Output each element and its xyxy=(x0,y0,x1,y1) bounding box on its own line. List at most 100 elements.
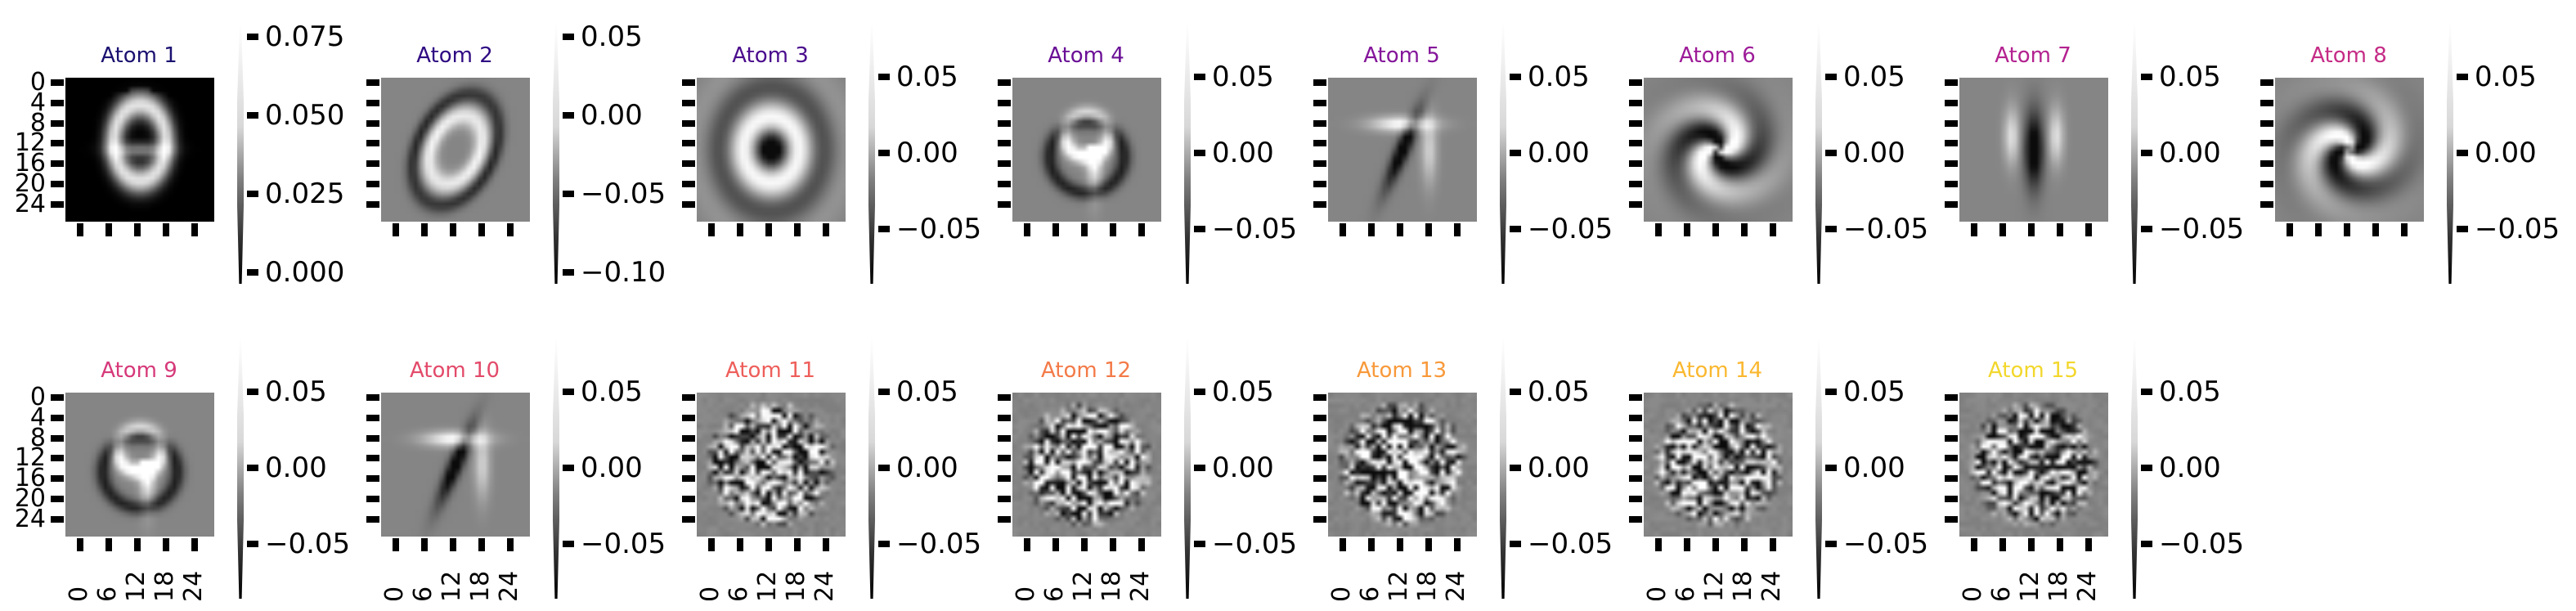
colorbar-tick-label: 0.00 xyxy=(1843,452,1905,484)
colorbar-tick-label: 0.05 xyxy=(581,20,643,53)
y-tick-label: 8 xyxy=(29,108,46,137)
x-tick xyxy=(1081,538,1088,551)
y-tick xyxy=(1945,79,1958,86)
x-tick xyxy=(2057,538,2063,551)
x-tick xyxy=(1024,223,1030,236)
y-tick xyxy=(998,394,1011,401)
x-tick-label: 24 xyxy=(810,570,839,602)
colorbar-tick xyxy=(1194,74,1205,81)
y-tick xyxy=(1313,495,1326,502)
y-tick xyxy=(2260,119,2273,127)
y-tick xyxy=(682,434,695,442)
y-tick xyxy=(1945,140,1958,147)
x-tick xyxy=(1397,223,1403,236)
x-tick xyxy=(2401,223,2408,236)
x-tick xyxy=(708,223,715,236)
colorbar-tick xyxy=(1825,465,1837,471)
y-tick xyxy=(2260,99,2273,106)
y-tick xyxy=(1945,200,1958,208)
x-tick xyxy=(77,538,83,551)
x-tick-label: 0 xyxy=(1643,586,1672,602)
x-tick-label: 12 xyxy=(1384,570,1413,602)
y-tick xyxy=(1313,455,1326,462)
colorbar xyxy=(237,337,244,599)
colorbar-tick-label: 0.05 xyxy=(1528,61,1590,94)
y-tick xyxy=(1313,394,1326,401)
y-tick xyxy=(1313,200,1326,208)
colorbar-tick xyxy=(563,268,574,276)
x-tick xyxy=(1741,538,1748,551)
y-tick xyxy=(682,119,695,127)
y-tick xyxy=(998,414,1011,421)
colorbar-tick xyxy=(563,33,574,40)
colorbar-tick-label: 0.05 xyxy=(2159,61,2221,94)
x-tick-label: 18 xyxy=(1729,570,1757,602)
x-tick xyxy=(191,223,198,236)
x-tick-label: 18 xyxy=(466,570,495,602)
y-tick xyxy=(1313,180,1326,187)
x-tick xyxy=(134,538,141,551)
colorbar-tick xyxy=(563,465,574,471)
y-tick xyxy=(998,79,1011,86)
colorbar-tick xyxy=(2141,74,2152,81)
y-tick xyxy=(51,160,64,168)
colorbar xyxy=(2131,22,2138,284)
y-tick xyxy=(2260,79,2273,86)
x-tick xyxy=(2287,223,2293,236)
colorbar-tick xyxy=(878,540,890,547)
x-tick xyxy=(823,223,829,236)
y-tick xyxy=(366,79,379,86)
x-tick-label: 18 xyxy=(150,570,179,602)
atom-image xyxy=(1012,78,1161,222)
y-tick xyxy=(1945,434,1958,442)
y-tick xyxy=(366,140,379,147)
colorbar xyxy=(553,337,559,599)
y-tick-label: 16 xyxy=(14,149,46,178)
colorbar-tick xyxy=(2457,74,2468,81)
y-tick xyxy=(682,495,695,502)
colorbar-tick xyxy=(1510,74,1521,81)
y-tick xyxy=(682,79,695,86)
colorbar-tick-label: −0.05 xyxy=(1212,527,1298,560)
atom-image xyxy=(65,393,214,537)
x-tick-label: 6 xyxy=(725,586,753,602)
y-tick xyxy=(998,200,1011,208)
x-tick-label: 0 xyxy=(1012,586,1040,602)
y-tick xyxy=(366,394,379,401)
atom-image xyxy=(2275,78,2424,222)
x-tick xyxy=(1712,538,1719,551)
x-tick xyxy=(421,538,428,551)
x-tick xyxy=(794,223,801,236)
y-tick xyxy=(1629,434,1642,442)
x-tick xyxy=(708,538,715,551)
x-tick xyxy=(1425,223,1432,236)
x-tick xyxy=(421,223,428,236)
colorbar-tick-label: 0.00 xyxy=(581,452,643,484)
atom-image xyxy=(1959,78,2108,222)
colorbar-tick-label: 0.025 xyxy=(265,177,345,210)
x-tick-label: 12 xyxy=(2016,570,2044,602)
colorbar-tick xyxy=(878,389,890,396)
colorbar-tick xyxy=(1194,540,1205,547)
x-tick xyxy=(2085,223,2092,236)
atom-image-canvas xyxy=(1012,78,1161,222)
y-tick xyxy=(1313,99,1326,106)
atom-image-canvas xyxy=(1959,393,2108,537)
x-tick-label: 12 xyxy=(122,570,150,602)
colorbar-tick xyxy=(2141,465,2152,471)
colorbar-tick xyxy=(1510,225,1521,232)
colorbar-tick-label: 0.050 xyxy=(265,98,345,132)
y-tick xyxy=(1629,160,1642,168)
colorbar-tick xyxy=(247,190,258,197)
atom-image-canvas xyxy=(1328,78,1477,222)
x-tick xyxy=(1999,223,2006,236)
colorbar xyxy=(1815,22,1822,284)
x-tick xyxy=(1081,223,1088,236)
x-tick xyxy=(1684,538,1690,551)
atom-title: Atom 8 xyxy=(2310,43,2387,68)
y-tick xyxy=(1945,475,1958,483)
colorbar-tick xyxy=(247,111,258,119)
y-tick xyxy=(682,160,695,168)
colorbar-tick xyxy=(247,540,258,547)
